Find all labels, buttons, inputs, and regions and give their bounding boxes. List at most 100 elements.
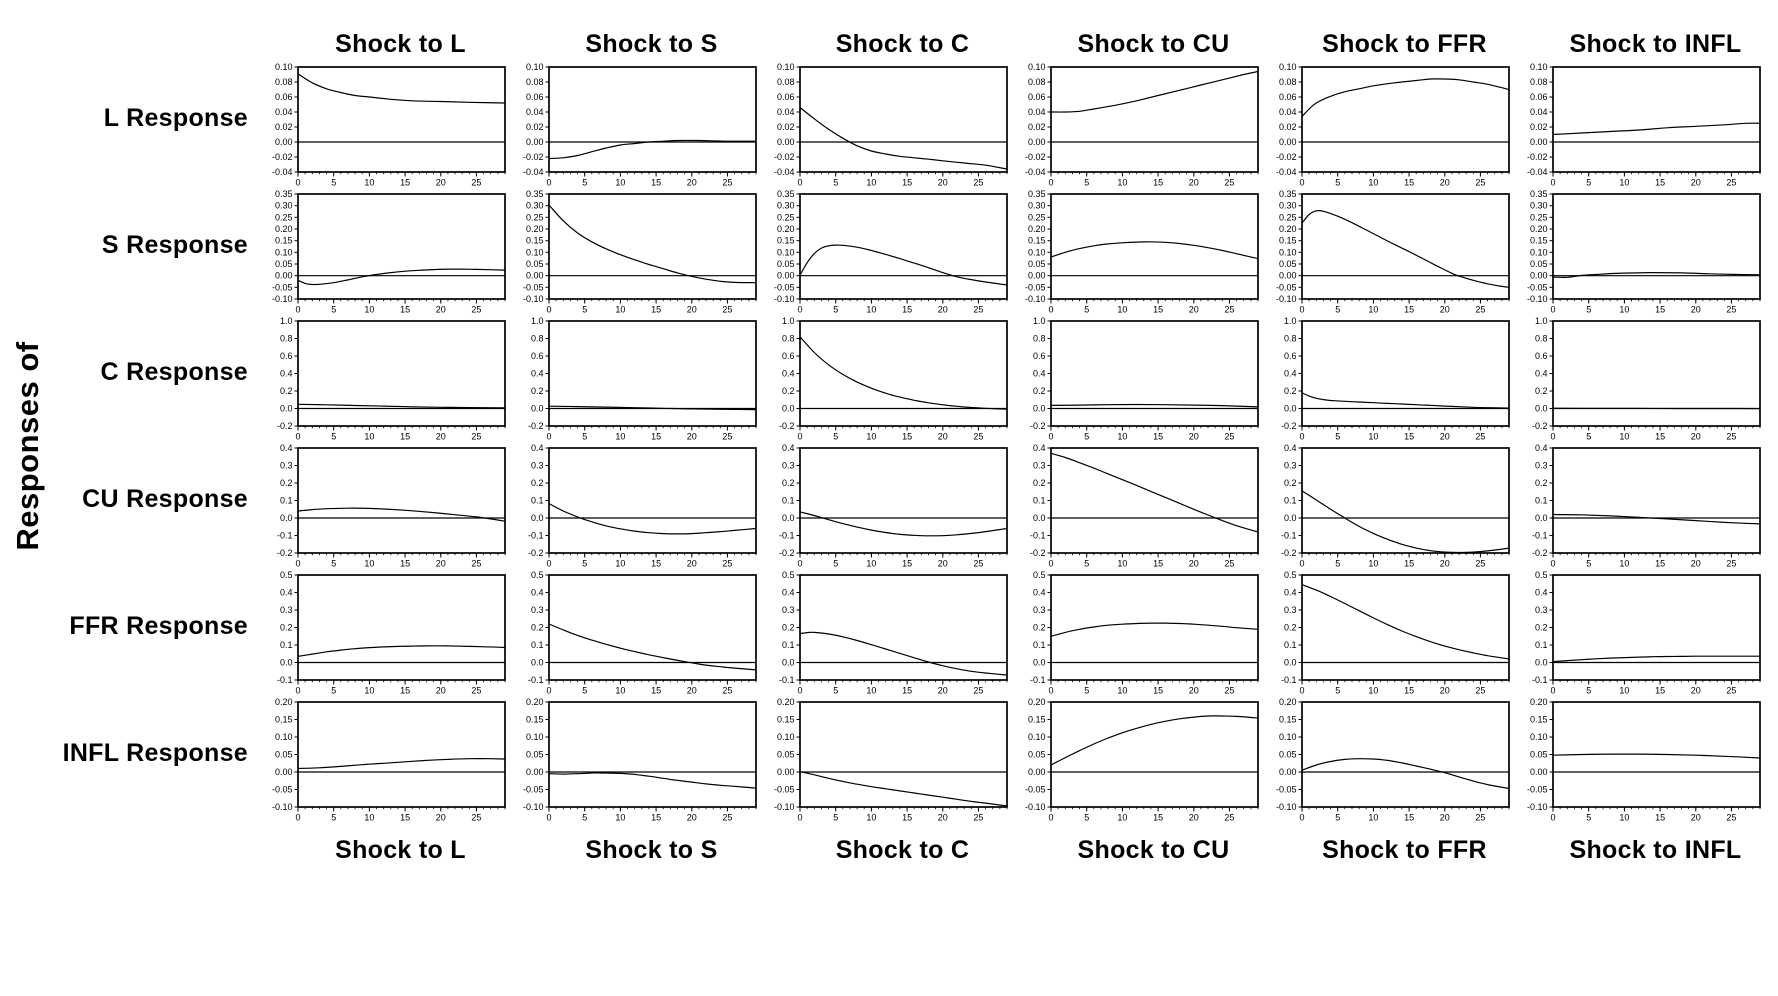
svg-text:20: 20 xyxy=(436,305,446,315)
svg-text:15: 15 xyxy=(902,432,912,442)
svg-text:5: 5 xyxy=(1586,305,1591,315)
svg-text:15: 15 xyxy=(1655,432,1665,442)
svg-text:0.2: 0.2 xyxy=(782,386,795,396)
panel-INFL-to-S: 0.20 0.15 0.10 0.05 0.00 -0.05 -0.100 5 10 15 20 25 xyxy=(523,697,757,823)
svg-text:25: 25 xyxy=(722,305,732,315)
svg-text:10: 10 xyxy=(1619,559,1629,569)
svg-text:0: 0 xyxy=(546,178,551,188)
svg-text:0.15: 0.15 xyxy=(1530,715,1548,725)
svg-text:15: 15 xyxy=(1153,559,1163,569)
svg-text:0.00: 0.00 xyxy=(1279,767,1297,777)
svg-text:0.10: 0.10 xyxy=(275,62,293,72)
svg-text:-0.05: -0.05 xyxy=(523,282,544,292)
svg-text:15: 15 xyxy=(1655,305,1665,315)
svg-text:0: 0 xyxy=(546,686,551,696)
svg-text:0.20: 0.20 xyxy=(526,697,544,707)
svg-text:5: 5 xyxy=(331,559,336,569)
svg-text:0.3: 0.3 xyxy=(280,605,293,615)
svg-text:-0.1: -0.1 xyxy=(277,531,293,541)
svg-text:0.2: 0.2 xyxy=(782,623,795,633)
svg-text:25: 25 xyxy=(1726,686,1736,696)
svg-text:25: 25 xyxy=(1475,305,1485,315)
svg-text:5: 5 xyxy=(1586,686,1591,696)
svg-text:0.2: 0.2 xyxy=(280,623,293,633)
svg-text:0.30: 0.30 xyxy=(1530,201,1548,211)
panel-cell-5-2: 0.20 0.15 0.10 0.05 0.00 -0.05 -0.10 0 5 10 15 20 25 xyxy=(764,697,1015,824)
svg-text:-0.05: -0.05 xyxy=(774,282,795,292)
svg-text:10: 10 xyxy=(1619,178,1629,188)
svg-text:0.0: 0.0 xyxy=(280,404,293,414)
svg-text:15: 15 xyxy=(1404,432,1414,442)
svg-text:5: 5 xyxy=(582,686,587,696)
svg-text:15: 15 xyxy=(1404,813,1414,823)
svg-text:5: 5 xyxy=(1084,432,1089,442)
svg-text:10: 10 xyxy=(1117,305,1127,315)
svg-text:10: 10 xyxy=(866,305,876,315)
panel-cell-3-3: 0.4 0.3 0.2 0.1 0.0 -0.1 -0.2 0 5 10 15 20 25 xyxy=(1015,443,1266,570)
col-header-bottom-4: Shock to FFR xyxy=(1322,836,1487,864)
svg-text:-0.04: -0.04 xyxy=(1025,167,1046,177)
svg-text:10: 10 xyxy=(1619,305,1629,315)
svg-text:0: 0 xyxy=(295,305,300,315)
svg-text:25: 25 xyxy=(1726,432,1736,442)
panel-C-to-INFL: 1.0 0.8 0.6 0.4 0.2 0.0 -0.20 5 10 15 20 25 xyxy=(1532,316,1761,442)
svg-text:-0.10: -0.10 xyxy=(774,802,795,812)
svg-text:0.05: 0.05 xyxy=(1530,259,1548,269)
svg-text:0.10: 0.10 xyxy=(275,732,293,742)
svg-text:20: 20 xyxy=(1189,813,1199,823)
svg-text:0: 0 xyxy=(1048,305,1053,315)
svg-text:25: 25 xyxy=(973,686,983,696)
svg-text:0: 0 xyxy=(1550,178,1555,188)
svg-text:15: 15 xyxy=(400,432,410,442)
svg-text:0.3: 0.3 xyxy=(531,605,544,615)
corner-spacer-bottom xyxy=(56,824,262,876)
panel-cell-2-1: 1.0 0.8 0.6 0.4 0.2 0.0 -0.2 0 5 10 15 20 25 xyxy=(513,316,764,443)
svg-text:20: 20 xyxy=(1189,432,1199,442)
svg-text:25: 25 xyxy=(471,813,481,823)
svg-text:25: 25 xyxy=(1224,559,1234,569)
panel-cell-3-1: 0.4 0.3 0.2 0.1 0.0 -0.1 -0.2 0 5 10 15 20 25 xyxy=(513,443,764,570)
svg-text:0.15: 0.15 xyxy=(777,715,795,725)
panel-S-to-FFR: 0.35 0.300.25 0.20 0.150.10 0.05 0.00-0.05 -0.… xyxy=(1276,189,1510,315)
col-header-top-4: Shock to FFR xyxy=(1322,30,1487,58)
panel-cell-4-4: 0.5 0.4 0.3 0.2 0.1 0.0 -0.1 0 5 10 15 20 25 xyxy=(1266,570,1517,697)
svg-text:-0.05: -0.05 xyxy=(1276,785,1297,795)
svg-text:0.4: 0.4 xyxy=(782,369,795,379)
svg-text:0.05: 0.05 xyxy=(1530,750,1548,760)
svg-text:10: 10 xyxy=(1117,559,1127,569)
panel-L-to-FFR: 0.10 0.08 0.06 0.04 0.02 0.00 -0.02 -0.040 5 10 15… xyxy=(1276,62,1510,188)
svg-text:0.35: 0.35 xyxy=(1279,189,1297,199)
svg-text:0.3: 0.3 xyxy=(1535,461,1548,471)
svg-text:0: 0 xyxy=(1550,432,1555,442)
svg-text:10: 10 xyxy=(866,559,876,569)
svg-text:-0.2: -0.2 xyxy=(277,421,293,431)
svg-text:20: 20 xyxy=(1691,559,1701,569)
svg-text:25: 25 xyxy=(1726,559,1736,569)
svg-text:-0.04: -0.04 xyxy=(1527,167,1548,177)
svg-text:0.4: 0.4 xyxy=(1033,443,1046,453)
svg-text:0.0: 0.0 xyxy=(1033,404,1046,414)
svg-text:0.3: 0.3 xyxy=(782,605,795,615)
svg-text:0: 0 xyxy=(295,559,300,569)
svg-text:10: 10 xyxy=(1619,686,1629,696)
svg-text:0.25: 0.25 xyxy=(526,212,544,222)
panel-cell-3-5: 0.4 0.3 0.2 0.1 0.0 -0.1 -0.2 0 5 10 15 20 25 xyxy=(1517,443,1768,570)
panel-cell-3-4: 0.4 0.3 0.2 0.1 0.0 -0.1 -0.2 0 5 10 15 20 25 xyxy=(1266,443,1517,570)
col-header-top-3: Shock to CU xyxy=(1077,30,1230,58)
svg-text:0.35: 0.35 xyxy=(777,189,795,199)
svg-text:0.3: 0.3 xyxy=(1535,605,1548,615)
svg-text:1.0: 1.0 xyxy=(1033,316,1046,326)
svg-text:0: 0 xyxy=(1048,432,1053,442)
svg-text:0: 0 xyxy=(1299,305,1304,315)
panel-cell-0-5: 0.10 0.08 0.06 0.04 0.02 0.00 -0.02 -0.04 0 5 10 15… xyxy=(1517,62,1768,189)
svg-text:25: 25 xyxy=(973,178,983,188)
panel-cell-1-3: 0.35 0.30 0.25 0.20 0.15 0.10 0.05 0.00 -0.05 -0.… xyxy=(1015,189,1266,316)
panel-cell-4-5: 0.5 0.4 0.3 0.2 0.1 0.0 -0.1 0 5 10 15 20 25 xyxy=(1517,570,1768,697)
svg-text:0.05: 0.05 xyxy=(526,259,544,269)
svg-text:0.0: 0.0 xyxy=(782,658,795,668)
svg-text:0: 0 xyxy=(546,305,551,315)
panel-INFL-to-C: 0.20 0.15 0.10 0.05 0.00 -0.05 -0.100 5 10 15 20 25 xyxy=(774,697,1008,823)
svg-text:10: 10 xyxy=(364,178,374,188)
svg-text:25: 25 xyxy=(1224,432,1234,442)
svg-text:0.00: 0.00 xyxy=(526,137,544,147)
